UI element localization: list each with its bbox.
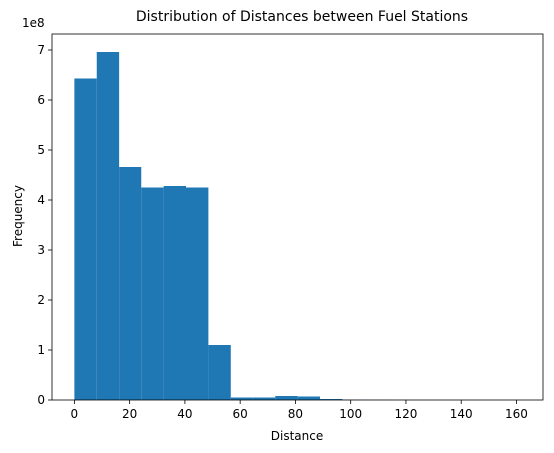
x-tick-label: 100 <box>339 407 362 421</box>
histogram-bar <box>141 187 164 400</box>
chart-title: Distribution of Distances between Fuel S… <box>136 9 468 25</box>
histogram-bar <box>230 397 253 400</box>
histogram-bar <box>275 396 298 400</box>
histogram-bar <box>252 397 276 400</box>
histogram-bar <box>119 167 142 400</box>
histogram-bar <box>186 187 209 400</box>
x-tick-label: 120 <box>394 407 417 421</box>
histogram-bar <box>96 52 120 400</box>
x-tick-label: 40 <box>177 407 192 421</box>
x-tick-label: 20 <box>122 407 137 421</box>
y-offset-label: 1e8 <box>22 16 45 30</box>
y-tick-label: 3 <box>37 243 45 257</box>
x-axis-ticks: 0 20 40 60 80 100 120 140 160 <box>71 400 528 421</box>
histogram-bar <box>163 186 187 400</box>
histogram-bar <box>320 399 343 400</box>
x-tick-label: 140 <box>450 407 473 421</box>
y-tick-label: 4 <box>37 193 45 207</box>
y-axis-label: Frequency <box>11 185 25 247</box>
plot-frame <box>51 33 544 401</box>
y-tick-label: 6 <box>37 93 45 107</box>
histogram-bar <box>297 396 321 400</box>
x-tick-label: 80 <box>288 407 303 421</box>
x-tick-label: 60 <box>233 407 248 421</box>
y-axis-ticks: 0 1 2 3 4 5 6 7 <box>37 43 52 407</box>
histogram-bar <box>208 345 231 400</box>
y-tick-label: 5 <box>37 143 45 157</box>
y-tick-label: 7 <box>37 43 45 57</box>
y-tick-label: 0 <box>37 393 45 407</box>
bars-group <box>74 52 521 400</box>
x-axis-label: Distance <box>271 429 323 443</box>
x-tick-label: 160 <box>505 407 528 421</box>
x-tick-label: 0 <box>71 407 79 421</box>
y-tick-label: 1 <box>37 343 45 357</box>
histogram-bar <box>74 78 97 400</box>
y-tick-label: 2 <box>37 293 45 307</box>
